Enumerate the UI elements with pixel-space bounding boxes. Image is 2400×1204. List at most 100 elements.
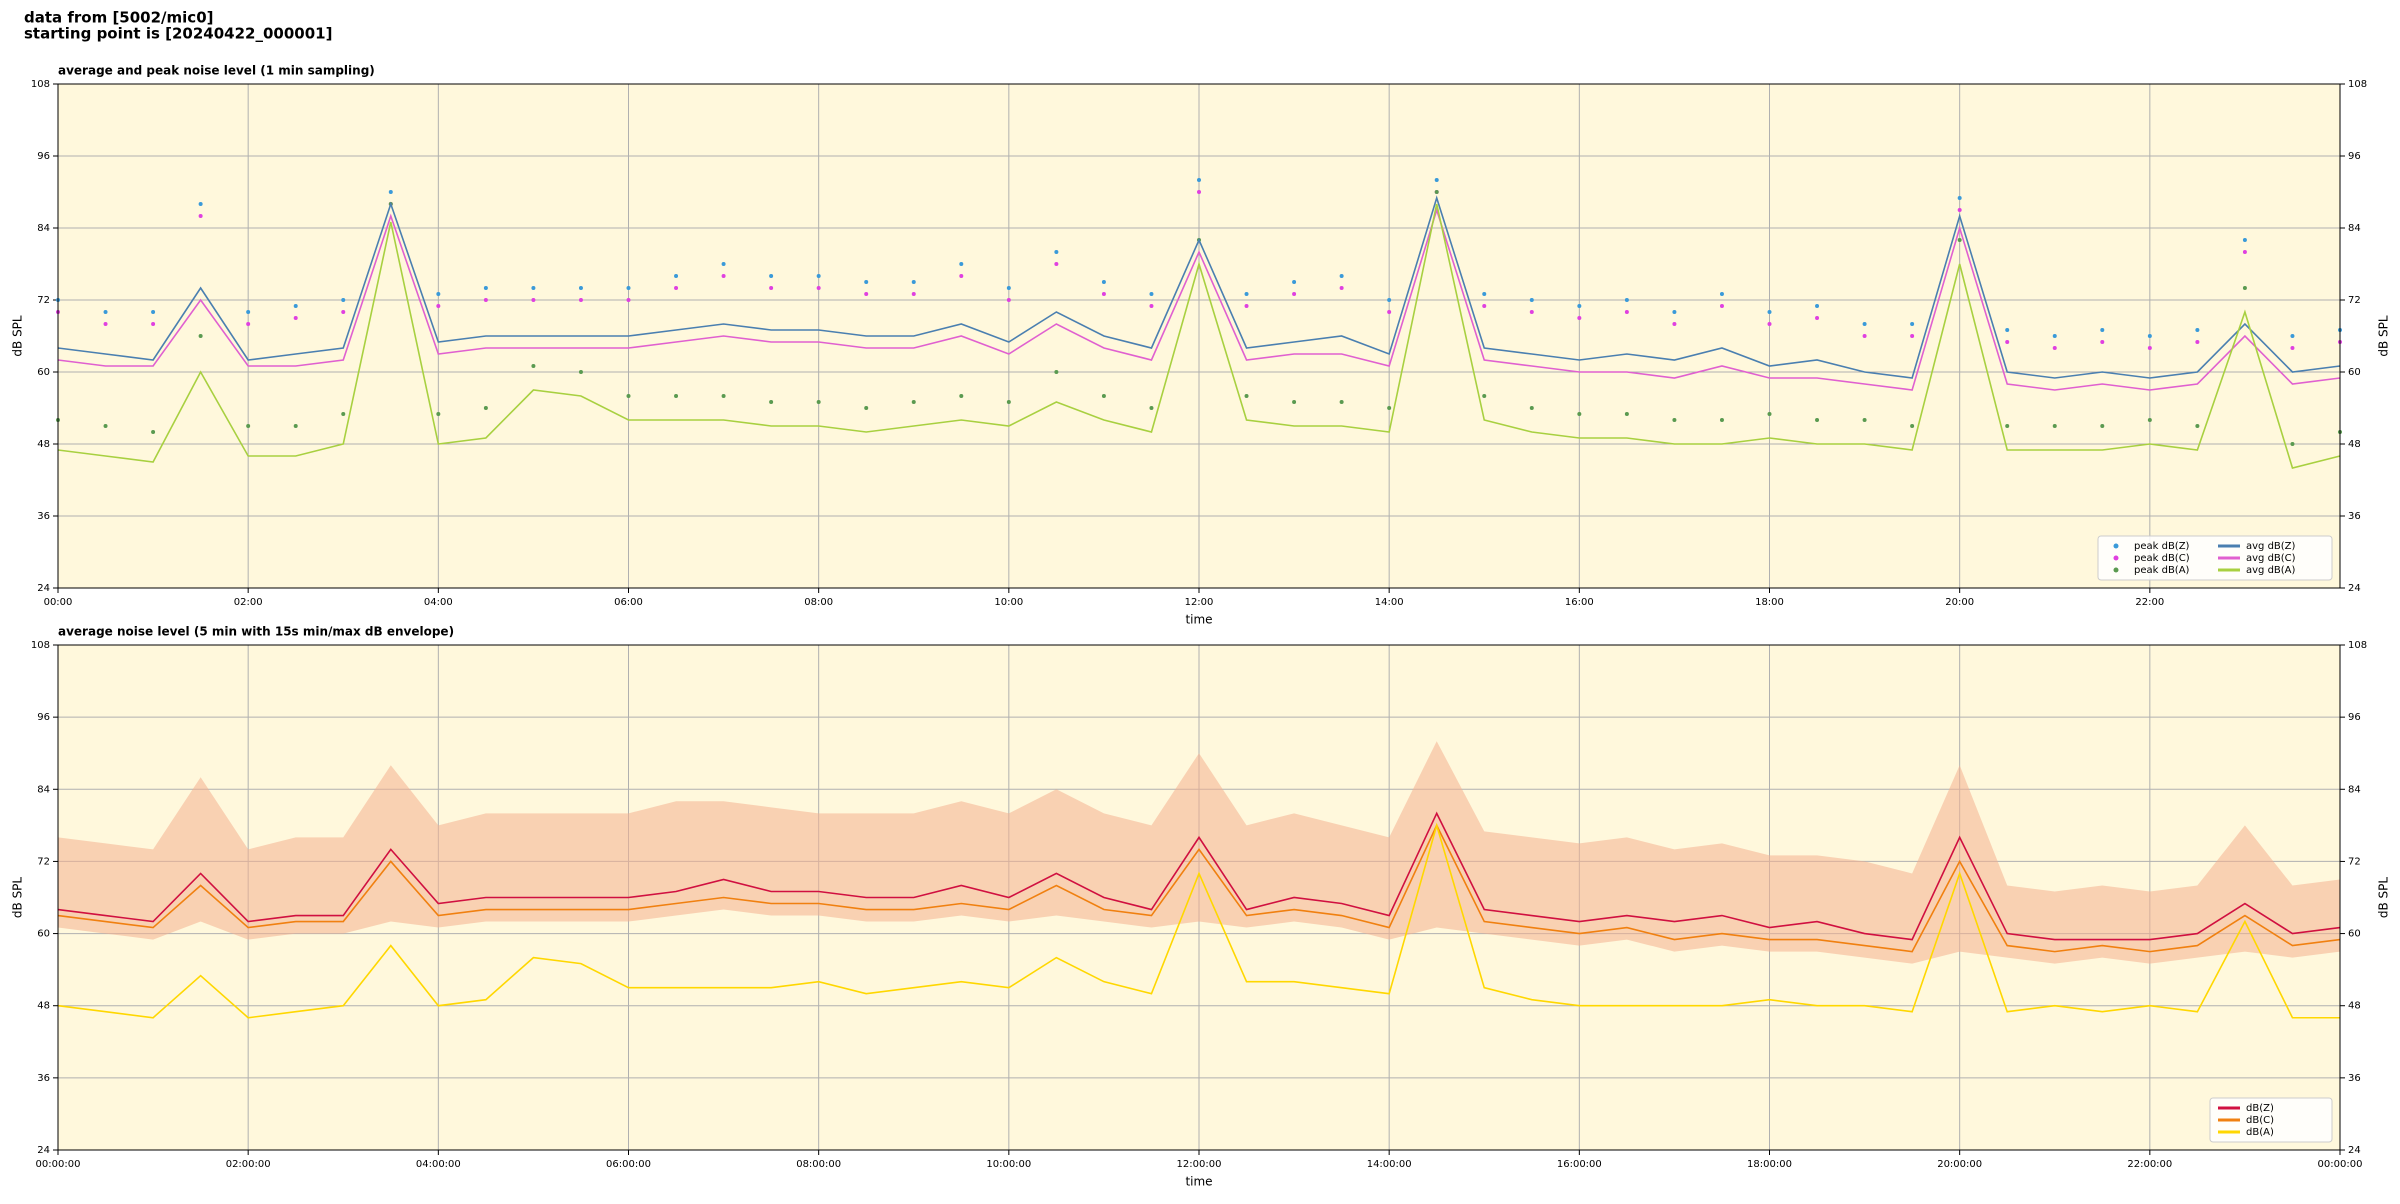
peak-dot — [1244, 304, 1249, 308]
legend-label: peak dB(C) — [2134, 553, 2190, 564]
peak-dot — [1577, 316, 1582, 320]
chart-title: average noise level (5 min with 15s min/… — [58, 625, 454, 639]
peak-dot — [1957, 196, 1962, 200]
peak-dot — [959, 394, 964, 398]
peak-dot — [1815, 418, 1820, 422]
y-tick-label: 60 — [2348, 929, 2361, 940]
y-tick-label: 72 — [37, 856, 50, 867]
y-tick-label: 96 — [2348, 151, 2361, 162]
peak-dot — [1387, 406, 1392, 410]
envelope-area — [58, 741, 2340, 964]
peak-dot — [2100, 340, 2105, 344]
legend-label: peak dB(A) — [2134, 565, 2190, 576]
peak-dot — [1482, 394, 1487, 398]
x-tick-label: 10:00 — [994, 597, 1023, 608]
peak-dot — [1719, 418, 1724, 422]
peak-dot — [2242, 238, 2247, 242]
peak-dot — [721, 394, 726, 398]
legend-label: avg dB(C) — [2246, 553, 2296, 564]
x-tick-label: 12:00 — [1185, 597, 1214, 608]
peak-dot — [911, 280, 916, 284]
peak-dot — [578, 298, 583, 302]
peak-dot — [769, 286, 774, 290]
peak-dot — [198, 202, 203, 206]
x-tick-label: 10:00:00 — [986, 1159, 1031, 1170]
peak-dot — [1482, 292, 1487, 296]
peak-dot — [341, 412, 346, 416]
x-tick-label: 16:00 — [1565, 597, 1594, 608]
peak-dot — [1815, 316, 1820, 320]
peak-dot — [2195, 328, 2200, 332]
peak-dot — [1767, 322, 1772, 326]
x-tick-label: 02:00:00 — [226, 1159, 271, 1170]
x-tick-label: 18:00 — [1755, 597, 1784, 608]
peak-dot — [2147, 334, 2152, 338]
peak-dot — [2195, 424, 2200, 428]
peak-dot — [769, 274, 774, 278]
y-tick-label: 36 — [2348, 511, 2361, 522]
peak-dot — [531, 364, 536, 368]
x-axis-label: time — [1185, 613, 1212, 627]
x-tick-label: 08:00 — [804, 597, 833, 608]
peak-dot — [2290, 334, 2295, 338]
peak-dot — [2195, 340, 2200, 344]
x-tick-label: 04:00:00 — [416, 1159, 461, 1170]
peak-dot — [293, 424, 298, 428]
x-tick-label: 14:00 — [1375, 597, 1404, 608]
peak-dot — [1244, 394, 1249, 398]
y-tick-label: 36 — [37, 511, 50, 522]
series-line — [57, 811, 2341, 941]
peak-dot — [1957, 208, 1962, 212]
peak-dot — [626, 298, 631, 302]
peak-dot — [1006, 298, 1011, 302]
peak-dot — [103, 310, 108, 314]
y-axis-label: dB SPL — [2377, 877, 2391, 919]
series-line — [57, 195, 2341, 379]
peak-dot — [1672, 418, 1677, 422]
peak-dot — [1054, 250, 1059, 254]
peak-dot — [2242, 250, 2247, 254]
y-axis-label: dB SPL — [11, 315, 25, 357]
y-axis-label: dB SPL — [2377, 315, 2391, 357]
peak-dot — [1434, 178, 1439, 182]
y-tick-label: 36 — [2348, 1073, 2361, 1084]
peak-dot — [2242, 286, 2247, 290]
peak-dot — [2005, 328, 2010, 332]
series-line — [57, 203, 2341, 469]
peak-dot — [674, 286, 679, 290]
peak-dot — [1624, 298, 1629, 302]
x-tick-label: 20:00:00 — [1937, 1159, 1982, 1170]
peak-dot — [1101, 394, 1106, 398]
peak-dot — [1292, 292, 1297, 296]
peak-dot — [531, 298, 536, 302]
peak-dot — [1197, 190, 1201, 194]
peak-dot — [1387, 310, 1392, 314]
peak-dot — [1815, 304, 1820, 308]
y-tick-label: 24 — [37, 1145, 50, 1156]
peak-dot — [436, 304, 441, 308]
series-line — [57, 207, 2341, 391]
legend-label: avg dB(Z) — [2246, 541, 2296, 552]
peak-dot — [864, 406, 869, 410]
y-tick-label: 108 — [31, 640, 50, 651]
peak-dot — [1339, 400, 1344, 404]
peak-dot — [151, 430, 156, 434]
peak-dot — [1244, 292, 1249, 296]
y-tick-label: 108 — [2348, 79, 2367, 90]
peak-dot — [103, 424, 108, 428]
peak-dot — [1624, 310, 1629, 314]
peak-dot — [1862, 334, 1867, 338]
peak-dot — [911, 400, 916, 404]
peak-dot — [2052, 346, 2057, 350]
peak-dot — [1292, 280, 1297, 284]
peak-dot — [1719, 304, 1724, 308]
y-axis-label: dB SPL — [11, 877, 25, 919]
peak-dot — [436, 412, 441, 416]
peak-dot — [721, 274, 726, 278]
x-tick-label: 12:00:00 — [1177, 1159, 1222, 1170]
peak-dot — [626, 286, 631, 290]
y-tick-label: 48 — [37, 439, 50, 450]
legend-label: peak dB(Z) — [2134, 541, 2190, 552]
